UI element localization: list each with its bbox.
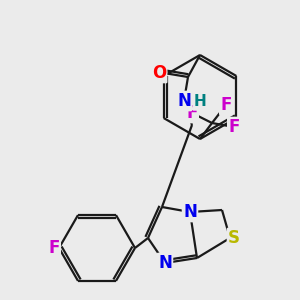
Text: H: H xyxy=(194,94,206,110)
Text: F: F xyxy=(186,104,198,122)
Text: N: N xyxy=(158,254,172,272)
Text: F: F xyxy=(220,96,232,114)
Text: F: F xyxy=(48,239,60,257)
Text: F: F xyxy=(228,118,240,136)
Text: N: N xyxy=(177,92,191,110)
Text: N: N xyxy=(183,203,197,221)
Text: S: S xyxy=(228,229,240,247)
Text: O: O xyxy=(152,64,166,82)
